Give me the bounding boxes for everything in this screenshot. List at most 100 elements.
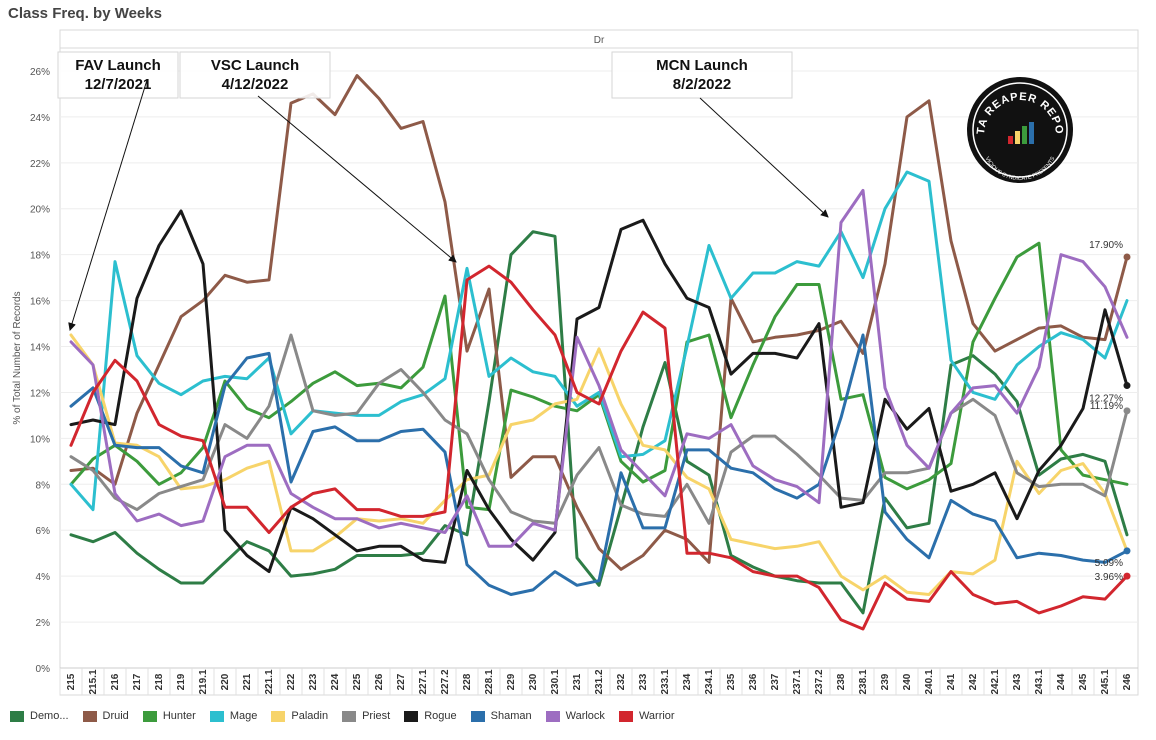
end-point-marker xyxy=(1123,572,1131,580)
x-tick-label: 229 xyxy=(506,673,517,690)
legend-swatch xyxy=(545,710,560,722)
y-tick-label: 2% xyxy=(36,618,51,629)
x-tick-label: 227.1 xyxy=(418,669,429,694)
legend-label: Druid xyxy=(102,710,129,722)
y-axis-label: % of Total Number of Records xyxy=(12,291,23,424)
legend-label: Warrior xyxy=(638,710,675,722)
end-point-marker xyxy=(1123,407,1131,415)
legend-item[interactable]: Shaman xyxy=(470,710,532,722)
y-tick-label: 18% xyxy=(30,251,50,262)
series-line-mage xyxy=(69,170,1129,512)
legend-swatch xyxy=(618,710,633,722)
end-point-marker xyxy=(1123,382,1131,390)
annotation-arrow-vsc xyxy=(257,95,457,263)
x-tick-label: 238 xyxy=(836,673,847,690)
legend-label: Demo... xyxy=(30,710,69,722)
legend-label: Paladin xyxy=(291,710,329,722)
y-tick-label: 6% xyxy=(36,526,51,537)
logo-bar-icon xyxy=(1029,122,1034,144)
y-tick-label: 22% xyxy=(30,159,50,170)
annotation-date-mcn: 8/2/2022 xyxy=(673,76,731,93)
y-tick-label: 24% xyxy=(30,113,50,124)
logo-bar-icon xyxy=(1022,126,1027,144)
x-tick-label: 233 xyxy=(638,673,649,690)
end-value-label: 11.19% xyxy=(1090,401,1123,412)
legend-item[interactable]: Druid xyxy=(82,710,129,722)
annotation-box-fav xyxy=(57,51,179,99)
legend-item[interactable]: Warlock xyxy=(545,710,605,722)
end-value-label: 5.09% xyxy=(1095,558,1123,569)
logo-bar-icon xyxy=(1008,136,1013,144)
x-tick-label: 246 xyxy=(1122,673,1133,690)
x-tick-label: 245.1 xyxy=(1100,669,1111,694)
series-line-shaman xyxy=(69,333,1129,596)
x-tick-label: 234.1 xyxy=(704,669,715,694)
y-tick-label: 4% xyxy=(36,572,51,583)
legend-item[interactable]: Mage xyxy=(209,710,258,722)
legend-label: Warlock xyxy=(565,710,605,722)
x-tick-label: 228.1 xyxy=(484,669,495,694)
x-tick-label: 237 xyxy=(770,673,781,690)
x-tick-label: 242 xyxy=(968,673,979,690)
x-tick-label: 240.1 xyxy=(924,669,935,694)
x-tick-label: 230.1 xyxy=(550,669,561,694)
x-tick-label: 218 xyxy=(154,673,165,690)
legend-item[interactable]: Warrior xyxy=(618,710,675,722)
x-tick-label: 228 xyxy=(462,673,473,690)
annotation-date-vsc: 4/12/2022 xyxy=(222,76,289,93)
x-tick-label: 231.2 xyxy=(594,669,605,694)
logo-ring xyxy=(972,82,1068,178)
end-point-marker xyxy=(1123,253,1131,261)
x-tick-label: 240 xyxy=(902,673,913,690)
annotation-arrow-mcn xyxy=(699,97,829,218)
annotation-title-vsc: VSC Launch xyxy=(211,57,299,74)
legend-item[interactable]: Rogue xyxy=(404,710,457,722)
legend-swatch xyxy=(404,710,419,722)
end-value-label: 17.90% xyxy=(1089,240,1123,251)
logo-bar-icon xyxy=(1015,131,1020,144)
y-tick-label: 10% xyxy=(30,434,50,445)
legend-item[interactable]: Priest xyxy=(342,710,390,722)
legend-swatch xyxy=(209,710,224,722)
series-line-warlock xyxy=(69,188,1129,548)
plot-frame xyxy=(59,29,1139,696)
x-tick-label: 216 xyxy=(110,673,121,690)
x-tick-label: 243 xyxy=(1012,673,1023,690)
x-tick-label: 245 xyxy=(1078,673,1089,690)
annotation-title-mcn: MCN Launch xyxy=(656,57,748,74)
end-value-label: 12.27% xyxy=(1089,394,1123,405)
series-line-rogue xyxy=(69,209,1129,574)
end-point-marker xyxy=(1123,547,1131,555)
legend-swatch xyxy=(470,710,485,722)
y-tick-label: 20% xyxy=(30,205,50,216)
x-tick-label: 236 xyxy=(748,673,759,690)
x-tick-label: 231 xyxy=(572,673,583,690)
x-tick-label: 224 xyxy=(330,673,341,690)
x-tick-label: 223 xyxy=(308,673,319,690)
chart-legend: Demo... Druid Hunter Mage Paladin Priest Rogue… xyxy=(10,710,689,722)
annotation-arrow-fav xyxy=(68,79,148,331)
y-tick-label: 16% xyxy=(30,297,50,308)
legend-label: Priest xyxy=(362,710,391,722)
y-tick-label: 14% xyxy=(30,343,50,354)
annotation-box-vsc xyxy=(179,51,331,99)
x-tick-label: 215.1 xyxy=(88,669,99,694)
x-tick-label: 235 xyxy=(726,673,737,690)
x-tick-label: 238.1 xyxy=(858,669,869,694)
legend-label: Mage xyxy=(229,710,258,722)
x-tick-label: 241 xyxy=(946,673,957,690)
x-tick-label: 242.1 xyxy=(990,669,1001,694)
x-tick-label: 219 xyxy=(176,673,187,690)
x-tick-label: 220 xyxy=(220,673,231,690)
x-tick-label: 230 xyxy=(528,673,539,690)
x-tick-label: 234 xyxy=(682,673,693,690)
legend-item[interactable]: Paladin xyxy=(271,710,328,722)
logo-badge xyxy=(967,77,1073,183)
legend-item[interactable]: Hunter xyxy=(142,710,196,722)
legend-label: Rogue xyxy=(424,710,457,722)
y-tick-label: 12% xyxy=(30,388,50,399)
x-tick-label: 237.2 xyxy=(814,669,825,694)
legend-item[interactable]: Demo... xyxy=(10,710,69,722)
annotation-date-fav: 12/7/2021 xyxy=(85,76,152,93)
